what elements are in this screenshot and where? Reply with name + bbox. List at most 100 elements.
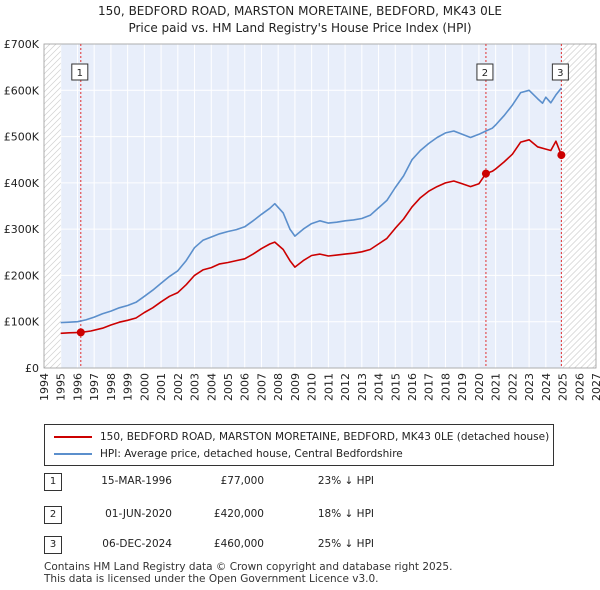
transaction-date: 01-JUN-2020 xyxy=(105,508,172,520)
hatch-line xyxy=(562,82,597,117)
legend-swatch-price xyxy=(54,436,92,438)
transaction-hpi-diff: 18% ↓ HPI xyxy=(317,508,374,520)
x-tick-label: 2021 xyxy=(490,373,503,401)
transaction-marker-box xyxy=(476,63,494,81)
chart-title-address: 150, BEDFORD ROAD, MARSTON MORETAINE, BE… xyxy=(98,4,502,18)
x-tick-label: 2012 xyxy=(339,373,352,401)
hatch-line xyxy=(562,70,597,105)
x-tick-label: 2009 xyxy=(289,373,302,401)
x-tick-label: 2006 xyxy=(239,373,252,401)
hatch-line xyxy=(562,76,597,111)
transaction-number-badge: 2 xyxy=(44,506,62,524)
hatch-line xyxy=(562,94,597,129)
footer-line-2: This data is licensed under the Open Gov… xyxy=(44,573,379,585)
transaction-point xyxy=(76,328,85,337)
x-tick-label: 1994 xyxy=(38,373,51,401)
transaction-number-badge: 1 xyxy=(44,473,62,491)
x-tick-label: 2016 xyxy=(406,373,419,401)
y-tick-label: £300K xyxy=(4,223,40,236)
x-tick-label: 2004 xyxy=(205,373,218,401)
transaction-marker-box xyxy=(551,63,569,81)
hatch-line xyxy=(44,200,61,219)
hatch-line xyxy=(562,184,597,219)
x-tick-label: 2014 xyxy=(373,373,386,401)
x-tick-label: 1999 xyxy=(122,373,135,401)
hatch-line xyxy=(562,196,597,231)
hatched-range xyxy=(562,44,597,368)
hatch-line xyxy=(562,202,597,237)
x-tick-label: 2015 xyxy=(389,373,402,401)
x-tick-label: 2005 xyxy=(222,373,235,401)
transaction-hpi-diff: 25% ↓ HPI xyxy=(317,538,374,550)
chart-title-subtitle: Price paid vs. HM Land Registry's House … xyxy=(128,21,472,35)
y-tick-label: £200K xyxy=(4,269,40,282)
transaction-price: £460,000 xyxy=(213,538,264,550)
y-tick-label: £100K xyxy=(4,316,40,329)
legend: 150, BEDFORD ROAD, MARSTON MORETAINE, BE… xyxy=(44,424,554,466)
x-tick-label: 2008 xyxy=(272,373,285,401)
hatch-line xyxy=(44,308,61,327)
hatched-range-bg xyxy=(44,44,61,368)
x-tick-label: 2024 xyxy=(540,373,553,401)
x-tick-label: 2018 xyxy=(439,373,452,401)
transaction-date: 15-MAR-1996 xyxy=(101,475,172,487)
price-chart: £0 £100K £200K £300K £400K £500K £600K £700K 199… xyxy=(4,38,600,401)
transaction-price: £420,000 xyxy=(213,508,264,520)
transaction-marker-box xyxy=(71,63,89,81)
series-line-price xyxy=(60,139,563,335)
y-tick-label: £700K xyxy=(4,38,40,51)
x-tick-label: 2022 xyxy=(506,373,519,401)
transaction-marker-label: 3 xyxy=(557,68,563,79)
transaction-number-badge: 3 xyxy=(44,536,62,554)
hatch-line xyxy=(44,86,61,105)
x-tick-label: 2001 xyxy=(155,373,168,401)
x-tick-label: 1996 xyxy=(71,373,84,401)
hatch-line xyxy=(562,298,597,333)
x-tick-label: 2027 xyxy=(590,373,600,401)
y-tick-label: £0 xyxy=(25,362,39,375)
legend-item-hpi: HPI: Average price, detached house, Cent… xyxy=(45,445,403,463)
transaction-date: 06-DEC-2024 xyxy=(102,538,172,550)
x-tick-label: 1995 xyxy=(55,373,68,401)
x-tick-label: 2025 xyxy=(557,373,570,401)
transaction-point xyxy=(481,169,490,178)
y-tick-label: £400K xyxy=(4,177,40,190)
x-tick-label: 2011 xyxy=(322,373,335,401)
footer-line-1: Contains HM Land Registry data © Crown c… xyxy=(44,561,453,573)
hatched-range xyxy=(44,44,61,368)
legend-label-hpi: HPI: Average price, detached house, Cent… xyxy=(100,448,403,460)
x-tick-label: 2020 xyxy=(473,373,486,401)
x-tick-label: 2003 xyxy=(189,373,202,401)
transaction-hpi-diff: 23% ↓ HPI xyxy=(317,475,374,487)
x-tick-label: 1998 xyxy=(105,373,118,401)
hatch-line xyxy=(562,304,597,339)
x-tick-label: 2000 xyxy=(138,373,151,401)
hatch-line xyxy=(44,194,61,213)
legend-item-price: 150, BEDFORD ROAD, MARSTON MORETAINE, BE… xyxy=(45,428,549,446)
plot-background xyxy=(44,44,596,368)
footer-attribution: Contains HM Land Registry data © Crown c… xyxy=(44,561,452,585)
plot-border xyxy=(43,43,597,369)
x-tick-label: 2007 xyxy=(255,373,268,401)
transaction-marker-label: 2 xyxy=(482,68,488,79)
hatch-line xyxy=(44,92,61,111)
hatch-line xyxy=(562,190,597,225)
x-tick-label: 2017 xyxy=(423,373,436,401)
y-tick-label: £500K xyxy=(4,131,40,144)
hatch-line xyxy=(562,88,597,123)
x-tick-label: 2026 xyxy=(573,373,586,401)
x-tick-label: 2023 xyxy=(523,373,536,401)
x-tick-label: 2019 xyxy=(456,373,469,401)
y-tick-label: £600K xyxy=(4,84,40,97)
hatch-line xyxy=(562,310,597,345)
x-tick-label: 2013 xyxy=(356,373,369,401)
legend-label-price: 150, BEDFORD ROAD, MARSTON MORETAINE, BE… xyxy=(100,431,550,443)
series-line-hpi xyxy=(60,87,563,324)
x-tick-label: 2010 xyxy=(306,373,319,401)
x-tick-label: 2002 xyxy=(172,373,185,401)
x-tick-label: 1997 xyxy=(88,373,101,401)
hatch-line xyxy=(562,292,597,327)
transaction-price: £77,000 xyxy=(220,475,264,487)
transaction-marker-label: 1 xyxy=(77,68,83,79)
transaction-point xyxy=(557,151,566,160)
